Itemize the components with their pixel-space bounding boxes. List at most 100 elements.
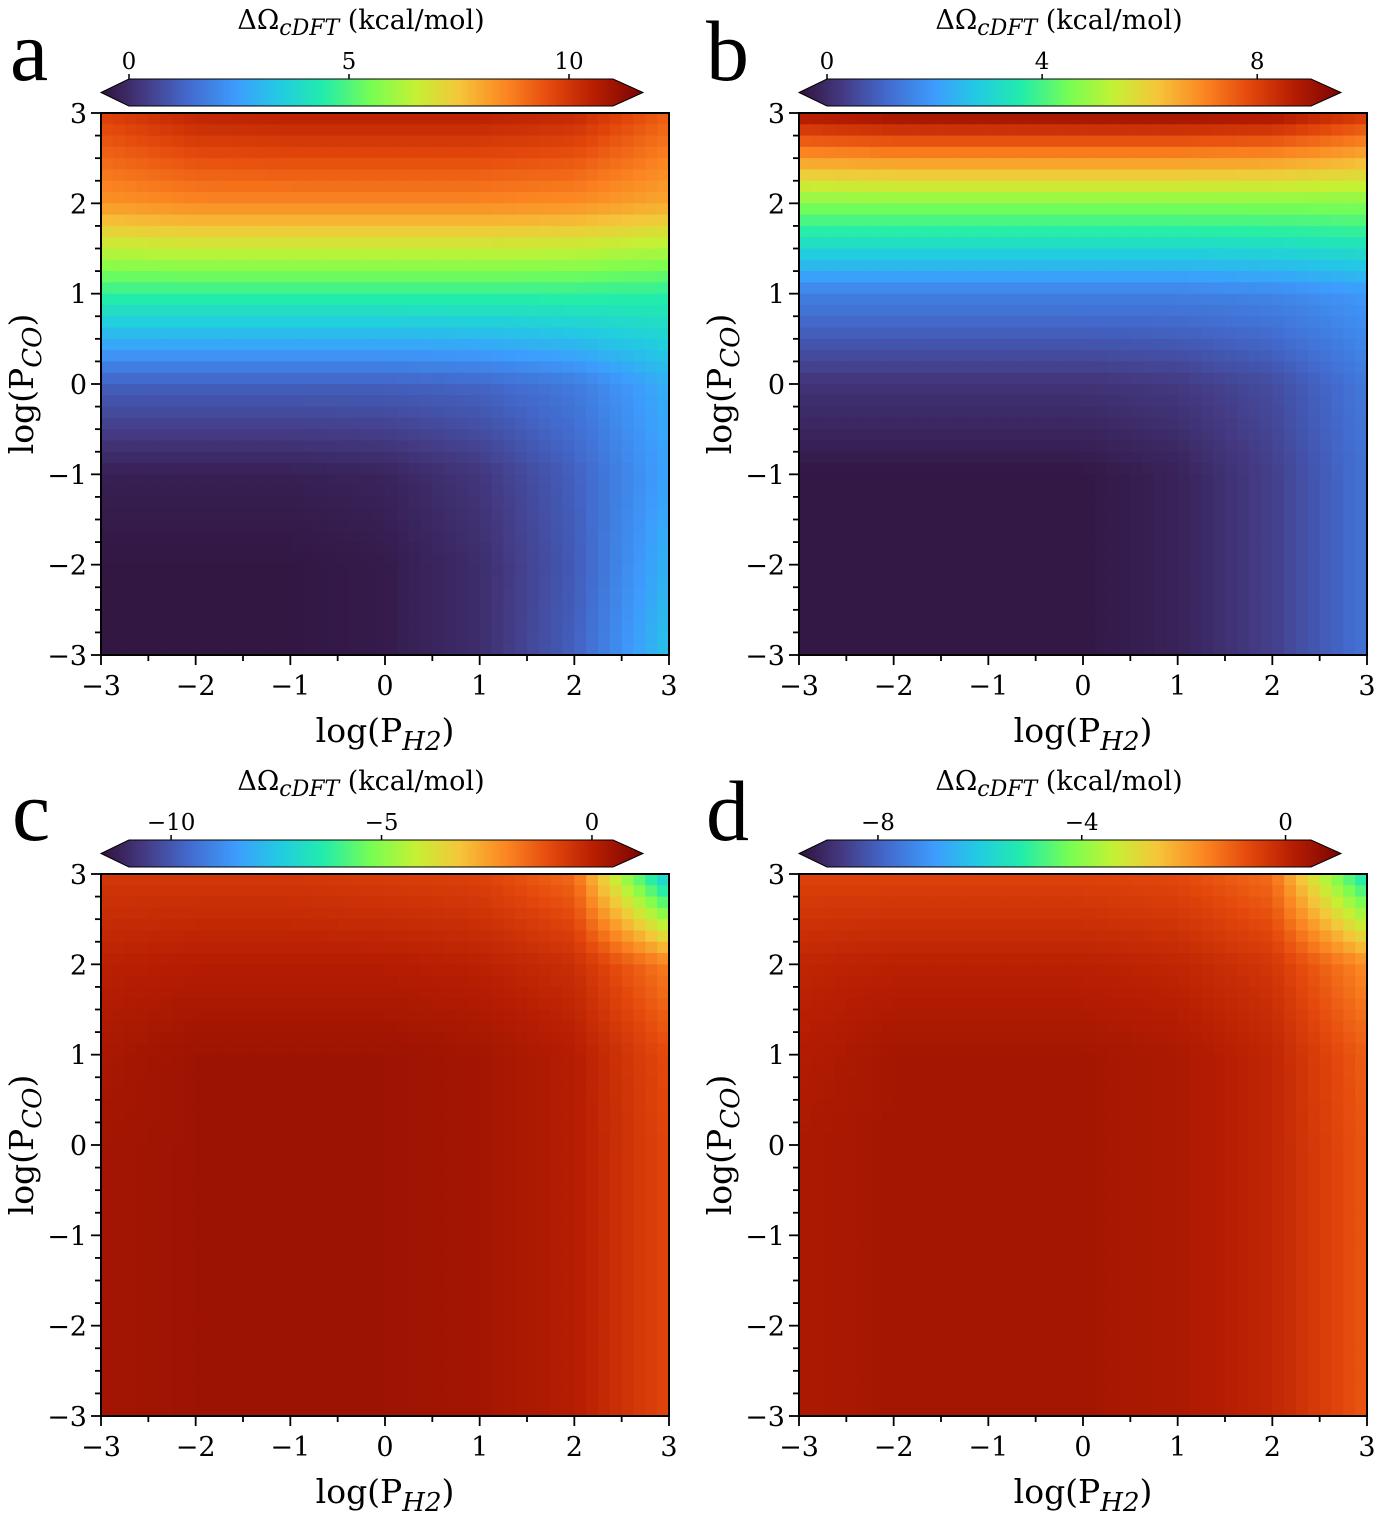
heatmap-cell xyxy=(1095,350,1107,362)
heatmap-cell xyxy=(917,328,929,340)
heatmap-cell xyxy=(539,113,551,125)
heatmap-cell xyxy=(409,874,421,886)
heatmap-cell xyxy=(1166,316,1178,328)
heatmap-cell xyxy=(1000,181,1012,193)
heatmap-cell xyxy=(1213,124,1225,136)
heatmap-cell xyxy=(622,885,634,897)
heatmap-cell xyxy=(811,610,823,622)
heatmap-cell xyxy=(397,158,409,170)
heatmap-cell xyxy=(338,339,350,351)
heatmap-cell xyxy=(184,237,196,249)
heatmap-cell xyxy=(1355,576,1367,588)
heatmap-cell xyxy=(799,599,811,611)
heatmap-cell xyxy=(882,215,894,227)
heatmap-cell xyxy=(125,271,137,283)
heatmap-cell xyxy=(1024,497,1036,509)
heatmap-cell xyxy=(314,497,326,509)
heatmap-cell xyxy=(882,508,894,520)
heatmap-cell xyxy=(1142,158,1154,170)
heatmap-cell xyxy=(148,919,160,931)
heatmap-cell xyxy=(527,874,539,886)
heatmap-cell xyxy=(208,885,220,897)
heatmap-cell xyxy=(1048,418,1060,430)
heatmap-cell xyxy=(539,294,551,306)
heatmap-cell xyxy=(314,908,326,920)
heatmap-cell xyxy=(1059,328,1071,340)
heatmap-cell xyxy=(1107,463,1119,475)
heatmap-cell xyxy=(1201,271,1213,283)
heatmap-cell xyxy=(290,158,302,170)
heatmap-cell xyxy=(243,237,255,249)
heatmap-cell xyxy=(421,136,433,148)
heatmap-cell xyxy=(361,147,373,159)
heatmap-cell xyxy=(480,610,492,622)
heatmap-cell xyxy=(219,587,231,599)
heatmap-cell xyxy=(539,147,551,159)
heatmap-cell xyxy=(977,113,989,125)
heatmap-cell xyxy=(1071,463,1083,475)
heatmap-cell xyxy=(799,531,811,543)
heatmap-cell xyxy=(1320,599,1332,611)
heatmap-cell xyxy=(1071,373,1083,385)
heatmap-cell xyxy=(125,885,137,897)
heatmap-cell xyxy=(290,407,302,419)
heatmap-cell xyxy=(243,181,255,193)
heatmap-cell xyxy=(113,395,125,407)
heatmap-cell xyxy=(338,919,350,931)
heatmap-cell xyxy=(835,305,847,317)
heatmap-cell xyxy=(421,181,433,193)
heatmap-cell xyxy=(574,282,586,294)
heatmap-cell xyxy=(302,361,314,373)
heatmap-cell xyxy=(492,373,504,385)
heatmap-cell xyxy=(1071,531,1083,543)
heatmap-cell xyxy=(243,260,255,272)
heatmap-cell xyxy=(917,113,929,125)
heatmap-cell xyxy=(965,610,977,622)
heatmap-cell xyxy=(598,294,610,306)
heatmap-cell xyxy=(811,395,823,407)
heatmap-cell xyxy=(385,632,397,644)
heatmap-cell xyxy=(1119,282,1131,294)
heatmap-cell xyxy=(1107,565,1119,577)
heatmap-cell xyxy=(480,237,492,249)
heatmap-cell xyxy=(1142,260,1154,272)
heatmap-cell xyxy=(563,474,575,486)
heatmap-cell xyxy=(1332,294,1344,306)
heatmap-cell xyxy=(409,203,421,215)
heatmap-cell xyxy=(1272,621,1284,633)
heatmap-cell xyxy=(1213,407,1225,419)
heatmap-cell xyxy=(929,169,941,181)
heatmap-cell xyxy=(1166,305,1178,317)
heatmap-cell xyxy=(846,486,858,498)
heatmap-cell xyxy=(622,237,634,249)
heatmap-cell xyxy=(1107,407,1119,419)
heatmap-cell xyxy=(1071,147,1083,159)
heatmap-cell xyxy=(551,497,563,509)
heatmap-cell xyxy=(1178,520,1190,532)
heatmap-cell xyxy=(1225,395,1237,407)
heatmap-cell xyxy=(125,553,137,565)
heatmap-cell xyxy=(338,474,350,486)
heatmap-cell xyxy=(267,897,279,909)
heatmap-cell xyxy=(267,599,279,611)
heatmap-cell xyxy=(279,919,291,931)
heatmap-cell xyxy=(503,531,515,543)
heatmap-cell xyxy=(1320,203,1332,215)
heatmap-cell xyxy=(1308,463,1320,475)
heatmap-cell xyxy=(468,621,480,633)
heatmap-cell xyxy=(1071,440,1083,452)
heatmap-cell xyxy=(160,576,172,588)
heatmap-cell xyxy=(906,610,918,622)
heatmap-cell xyxy=(148,531,160,543)
heatmap-cell xyxy=(870,610,882,622)
heatmap-cell xyxy=(1225,531,1237,543)
heatmap-cell xyxy=(160,587,172,599)
heatmap-cell xyxy=(882,531,894,543)
y-tick-label: 0 xyxy=(70,370,87,401)
heatmap-cell xyxy=(1178,429,1190,441)
heatmap-cell xyxy=(1024,565,1036,577)
heatmap-cell xyxy=(219,874,231,886)
heatmap-cell xyxy=(1320,215,1332,227)
heatmap-cell xyxy=(113,565,125,577)
heatmap-cell xyxy=(551,587,563,599)
